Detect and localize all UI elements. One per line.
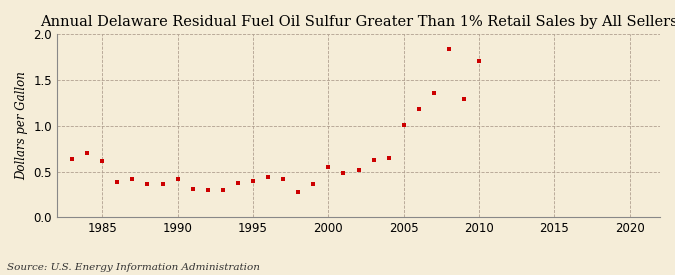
Point <box>353 167 364 172</box>
Y-axis label: Dollars per Gallon: Dollars per Gallon <box>15 72 28 180</box>
Point <box>217 188 228 192</box>
Point <box>82 151 92 156</box>
Point <box>443 47 454 51</box>
Point <box>474 59 485 63</box>
Text: Source: U.S. Energy Information Administration: Source: U.S. Energy Information Administ… <box>7 263 260 272</box>
Point <box>248 178 259 183</box>
Point <box>187 187 198 191</box>
Point <box>323 165 333 169</box>
Point <box>368 158 379 162</box>
Point <box>263 175 273 179</box>
Point <box>97 158 108 163</box>
Point <box>383 156 394 160</box>
Point <box>277 177 288 181</box>
Point <box>308 182 319 187</box>
Title: Annual Delaware Residual Fuel Oil Sulfur Greater Than 1% Retail Sales by All Sel: Annual Delaware Residual Fuel Oil Sulfur… <box>40 15 675 29</box>
Point <box>67 156 78 161</box>
Point <box>398 123 409 127</box>
Point <box>157 181 168 186</box>
Point <box>413 107 424 112</box>
Point <box>232 180 243 185</box>
Point <box>293 189 304 194</box>
Point <box>127 177 138 181</box>
Point <box>202 188 213 192</box>
Point <box>338 170 349 175</box>
Point <box>142 182 153 187</box>
Point <box>429 91 439 95</box>
Point <box>458 97 469 101</box>
Point <box>172 177 183 181</box>
Point <box>112 180 123 184</box>
